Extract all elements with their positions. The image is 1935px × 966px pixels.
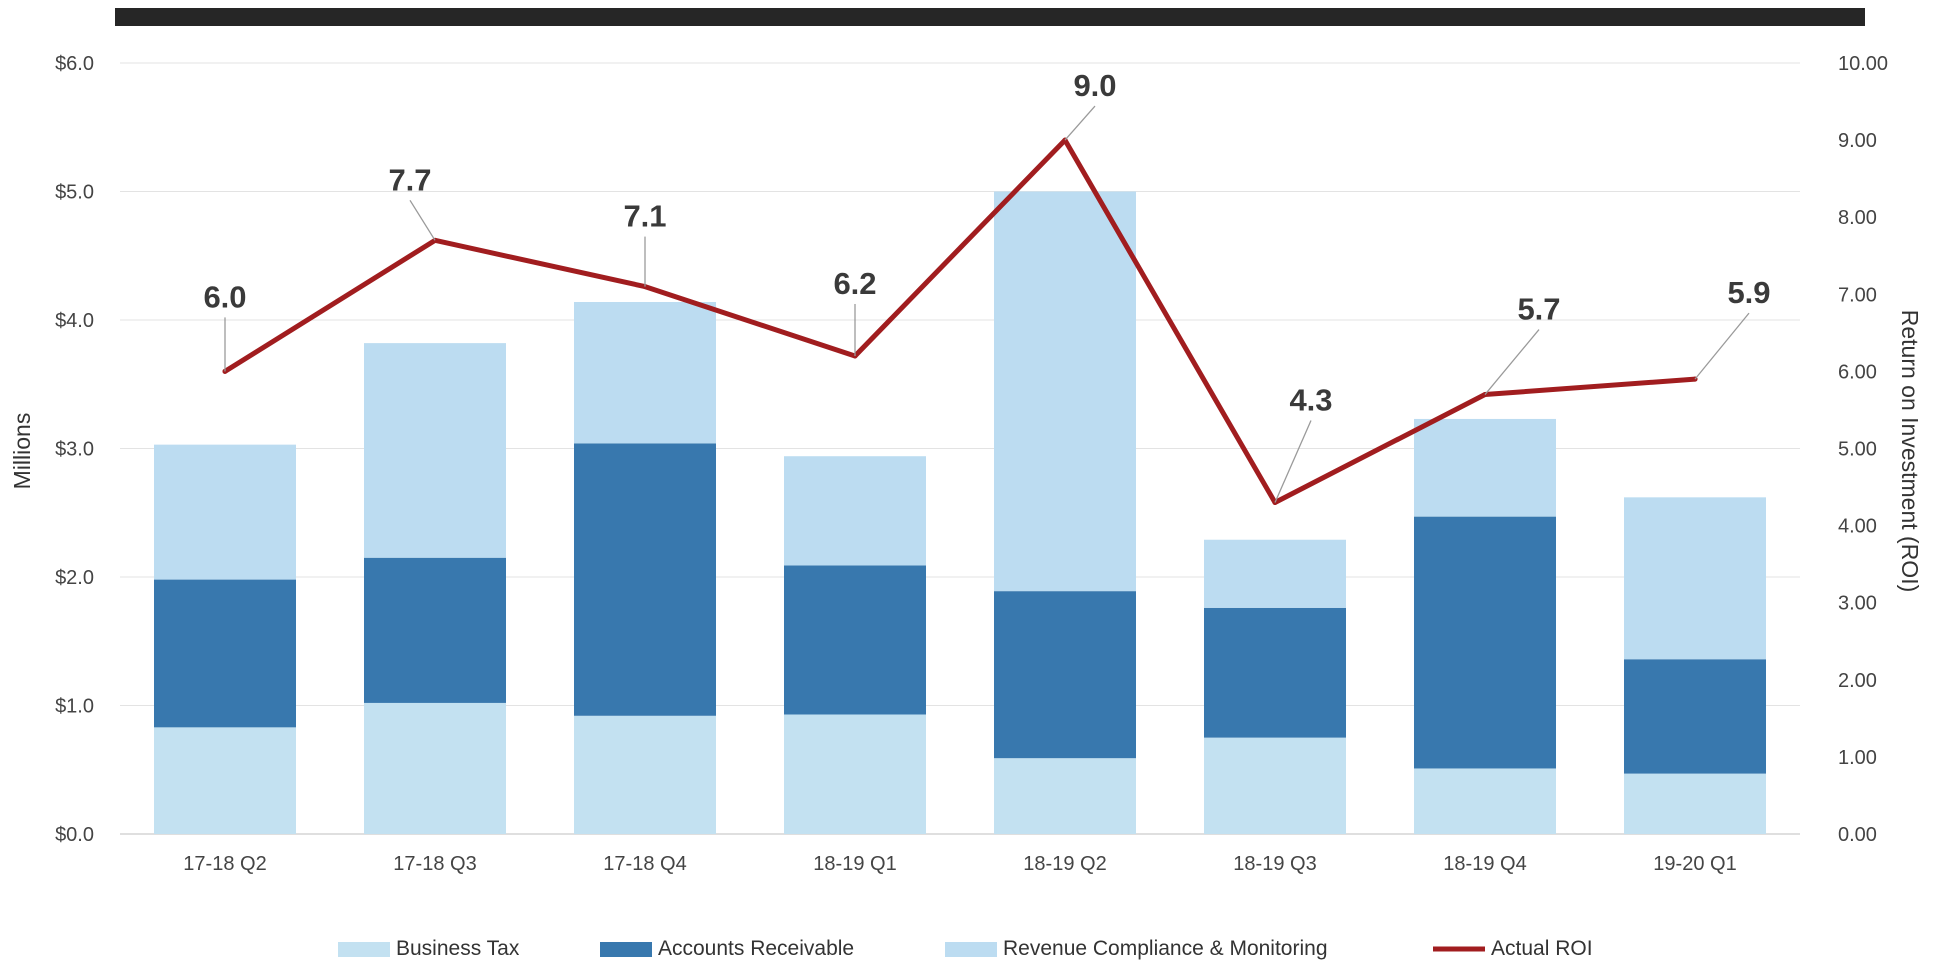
bar-segment bbox=[1624, 773, 1766, 834]
label-connectors bbox=[224, 105, 1750, 503]
y-right-tick-label: 4.00 bbox=[1838, 516, 1877, 538]
roi-data-label: 4.3 bbox=[1289, 382, 1332, 417]
bar-segment bbox=[994, 758, 1136, 834]
x-tick-label: 18-19 Q3 bbox=[1233, 853, 1316, 875]
bar-segment bbox=[784, 456, 926, 566]
x-tick-label: 17-18 Q4 bbox=[603, 853, 686, 875]
x-tick-label: 17-18 Q3 bbox=[393, 853, 476, 875]
x-tick-label: 19-20 Q1 bbox=[1653, 853, 1736, 875]
y-axis-left-title: Millions bbox=[9, 413, 35, 490]
bar-segment bbox=[574, 715, 716, 834]
y-right-tick-label: 9.00 bbox=[1838, 130, 1877, 152]
roi-data-label: 5.9 bbox=[1727, 275, 1770, 310]
roi-data-label: 7.1 bbox=[623, 199, 666, 234]
legend-swatch bbox=[338, 942, 390, 957]
x-tick-label: 18-19 Q4 bbox=[1443, 853, 1526, 875]
bar-segment bbox=[1624, 659, 1766, 774]
y-right-tick-label: 2.00 bbox=[1838, 670, 1877, 692]
bar-segment bbox=[1624, 497, 1766, 660]
y-axis-left: $0.0 $1.0 $2.0 $3.0 $4.0 $5.0 $6.0 bbox=[55, 53, 94, 846]
bar-segment bbox=[154, 444, 296, 580]
y-right-tick-label: 6.00 bbox=[1838, 361, 1877, 383]
y-left-tick-label: $0.0 bbox=[55, 824, 94, 846]
label-leader-line bbox=[1064, 105, 1096, 141]
y-left-tick-label: $6.0 bbox=[55, 53, 94, 75]
bar-segment bbox=[1414, 516, 1556, 769]
bar-segment bbox=[994, 191, 1136, 592]
y-left-tick-label: $3.0 bbox=[55, 439, 94, 461]
top-band bbox=[115, 8, 1865, 26]
bar-segment bbox=[154, 579, 296, 728]
x-tick-label: 18-19 Q1 bbox=[813, 853, 896, 875]
y-right-tick-label: 1.00 bbox=[1838, 747, 1877, 769]
bar-segment bbox=[574, 302, 716, 444]
bar-segment bbox=[574, 443, 716, 716]
bar-segment bbox=[1204, 539, 1346, 608]
y-left-tick-label: $4.0 bbox=[55, 310, 94, 332]
roi-series-line bbox=[222, 137, 1698, 505]
bar-segment bbox=[1414, 418, 1556, 517]
bar-segment bbox=[994, 591, 1136, 759]
y-right-tick-label: 5.00 bbox=[1838, 439, 1877, 461]
bar-segment bbox=[364, 702, 506, 834]
roi-data-label: 6.2 bbox=[833, 266, 876, 301]
bar-segment bbox=[1204, 607, 1346, 738]
legend-swatch bbox=[600, 942, 652, 957]
y-axis-right: 0.00 1.00 2.00 3.00 4.00 5.00 6.00 7.00 8.00 9.00… bbox=[1838, 53, 1888, 846]
y-left-tick-label: $1.0 bbox=[55, 696, 94, 718]
y-right-tick-label: 7.00 bbox=[1838, 284, 1877, 306]
roi-data-label: 5.7 bbox=[1517, 292, 1560, 327]
bars bbox=[154, 191, 1766, 834]
data-labels: 6.0 7.7 7.1 6.2 9.0 4.3 5.7 5.9 bbox=[203, 68, 1770, 417]
y-right-tick-label: 8.00 bbox=[1838, 207, 1877, 229]
label-leader-line bbox=[1484, 329, 1540, 395]
bar-segment bbox=[1414, 768, 1556, 834]
label-leader-line bbox=[1694, 312, 1750, 380]
x-tick-label: 18-19 Q2 bbox=[1023, 853, 1106, 875]
x-tick-label: 17-18 Q2 bbox=[183, 853, 266, 875]
y-right-tick-label: 10.00 bbox=[1838, 53, 1888, 75]
roi-data-label: 7.7 bbox=[388, 162, 431, 197]
legend-label: Actual ROI bbox=[1491, 937, 1593, 960]
bar-segment bbox=[364, 343, 506, 558]
bar-segment bbox=[1204, 737, 1346, 834]
y-axis-right-title: Return on Investment (ROI) bbox=[1897, 310, 1923, 593]
y-right-tick-label: 0.00 bbox=[1838, 824, 1877, 846]
bar-segment bbox=[364, 557, 506, 703]
x-axis: 17-18 Q2 17-18 Q3 17-18 Q4 18-19 Q1 18-19 Q2… bbox=[183, 853, 1736, 875]
y-right-tick-label: 3.00 bbox=[1838, 593, 1877, 615]
legend-swatch bbox=[945, 942, 997, 957]
legend-label: Accounts Receivable bbox=[658, 937, 854, 960]
bar-segment bbox=[784, 565, 926, 715]
legend-label: Revenue Compliance & Monitoring bbox=[1003, 937, 1328, 960]
bar-segment bbox=[154, 727, 296, 834]
roi-data-label: 6.0 bbox=[203, 279, 246, 314]
y-left-tick-label: $2.0 bbox=[55, 567, 94, 589]
label-leader-line bbox=[1274, 420, 1312, 503]
legend: Business Tax Accounts Receivable Revenue C… bbox=[338, 937, 1593, 960]
y-left-tick-label: $5.0 bbox=[55, 182, 94, 204]
label-leader-line bbox=[409, 199, 436, 241]
legend-label: Business Tax bbox=[396, 937, 520, 960]
bar-segment bbox=[784, 714, 926, 834]
roi-data-label: 9.0 bbox=[1073, 68, 1116, 103]
